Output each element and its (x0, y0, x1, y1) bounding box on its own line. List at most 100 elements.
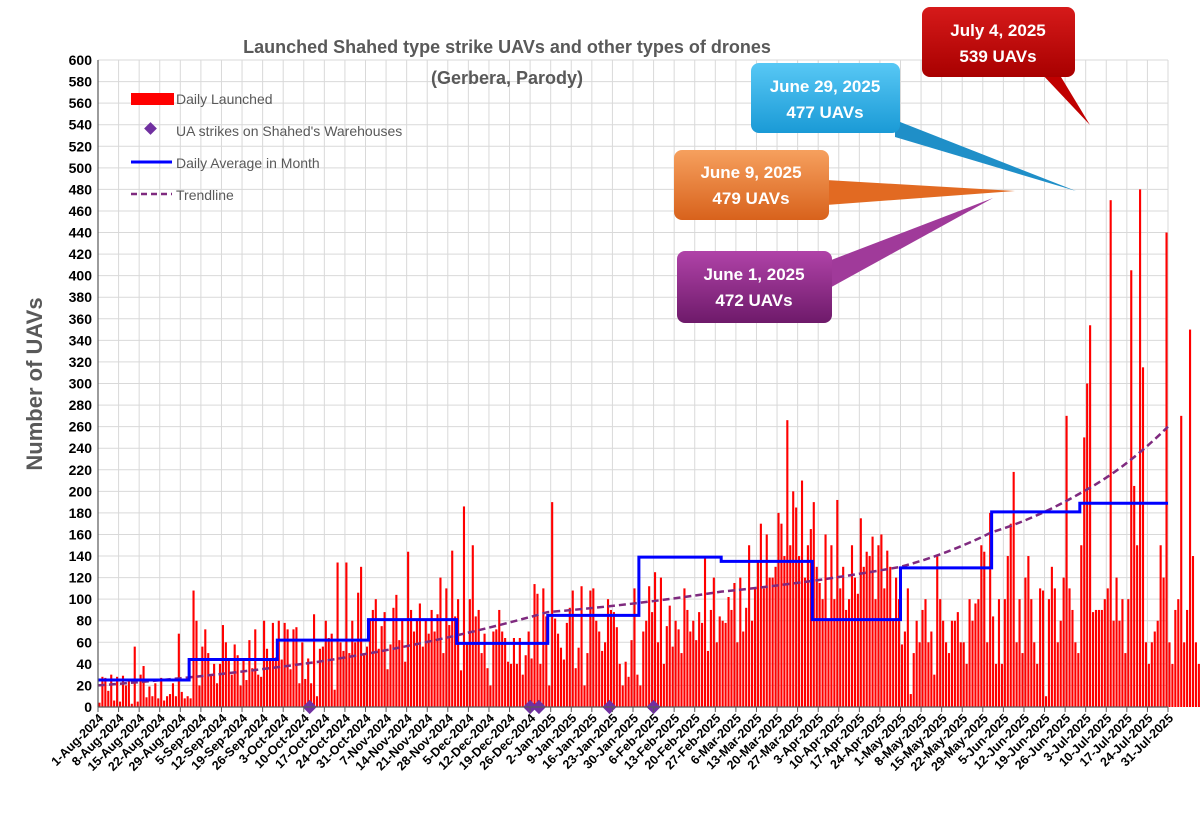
bar-daily (756, 561, 759, 707)
bar-daily (583, 685, 586, 707)
bar-daily (730, 609, 733, 707)
bar-daily (903, 631, 906, 707)
bar-daily (630, 640, 633, 707)
bar-daily (1150, 642, 1153, 707)
bar-daily (712, 577, 715, 707)
y-tick-label: 180 (69, 505, 93, 521)
bar-daily (230, 674, 233, 707)
bar-daily (451, 550, 454, 707)
bar-daily (295, 627, 298, 707)
bar-daily (1162, 577, 1165, 707)
bar-daily (1009, 523, 1012, 707)
bar-daily (1080, 545, 1083, 707)
y-tick-label: 560 (69, 95, 93, 111)
y-tick-label: 40 (76, 656, 92, 672)
bar-daily (218, 663, 222, 707)
bar-daily (195, 620, 198, 707)
bar-daily (301, 642, 304, 707)
bar-daily (1136, 545, 1139, 707)
bar-daily (874, 599, 877, 707)
bar-daily (298, 683, 301, 707)
bar-daily (263, 620, 266, 707)
bar-daily (827, 620, 830, 707)
bar-daily (1074, 642, 1077, 707)
bar-daily (215, 683, 219, 707)
bar-daily (157, 698, 160, 707)
bar-daily (545, 616, 548, 707)
y-tick-label: 360 (69, 311, 93, 327)
callout-june1-date: June 1, 2025 (703, 265, 804, 284)
y-tick-label: 100 (69, 591, 93, 607)
bar-daily (974, 603, 977, 707)
bar-daily (445, 588, 448, 707)
bar-daily (733, 582, 736, 707)
bar-daily (257, 674, 260, 707)
y-tick-label: 320 (69, 354, 93, 370)
bar-daily (392, 607, 395, 707)
trendline (97, 425, 1169, 687)
bar-daily (468, 599, 471, 707)
bar-daily (956, 612, 959, 707)
bar-daily (471, 545, 474, 707)
bar-daily (1089, 325, 1092, 707)
bar-daily (383, 612, 386, 707)
bar-daily (404, 661, 407, 707)
bar-daily (527, 631, 530, 707)
bar-daily (1024, 577, 1027, 707)
bar-daily (915, 620, 918, 707)
bar-daily (110, 674, 113, 707)
bar-daily (1139, 189, 1142, 707)
y-tick-label: 80 (76, 613, 92, 629)
bar-daily (221, 625, 224, 707)
y-tick-label: 280 (69, 397, 93, 413)
bar-daily (1053, 588, 1056, 707)
bar-daily (986, 642, 989, 707)
bar-daily (251, 668, 254, 707)
bar-daily (1003, 599, 1006, 707)
bar-daily (1112, 620, 1115, 707)
chart-title-line1: Launched Shahed type strike UAVs and oth… (243, 37, 771, 57)
bar-daily (989, 512, 992, 707)
bar-daily (160, 677, 163, 707)
bar-daily (695, 640, 698, 707)
bar-daily (718, 616, 721, 707)
bar-daily (953, 620, 956, 707)
callouts: July 4, 2025 539 UAVs June 29, 2025 477 … (674, 7, 1090, 323)
bar-daily (786, 420, 789, 707)
bar-daily (945, 642, 948, 707)
bar-daily (198, 685, 201, 707)
bar-daily (624, 661, 627, 707)
bar-daily (1000, 663, 1003, 707)
bar-daily (509, 663, 513, 707)
bar-daily (174, 696, 177, 707)
bar-daily (507, 661, 510, 707)
callout-july4-date: July 4, 2025 (950, 21, 1045, 40)
bar-daily (683, 588, 686, 707)
bar-daily (668, 605, 671, 707)
y-tick-label: 120 (69, 570, 93, 586)
bar-daily (292, 629, 295, 707)
bar-daily (971, 620, 974, 707)
bar-daily (415, 620, 419, 707)
bar-daily (1100, 609, 1103, 707)
callout-june1-value: 472 UAVs (715, 291, 792, 310)
bar-daily (1062, 577, 1065, 707)
bar-daily (539, 663, 542, 707)
bar-daily (524, 655, 527, 707)
bar-daily (360, 566, 363, 707)
bar-daily (800, 480, 804, 707)
bar-daily (559, 647, 563, 707)
bar-daily (307, 658, 310, 707)
bar-daily (1130, 270, 1133, 707)
bar-daily (577, 647, 580, 707)
bar-daily (980, 545, 983, 707)
bar-daily (748, 545, 751, 707)
bar-daily (815, 566, 818, 707)
bar-daily (780, 523, 783, 707)
bar-daily (486, 668, 489, 707)
legend-swatch-strikes (144, 122, 157, 135)
bar-daily (504, 637, 507, 707)
bar-daily (1042, 590, 1045, 707)
bar-daily (127, 678, 130, 707)
bar-daily (521, 674, 524, 707)
